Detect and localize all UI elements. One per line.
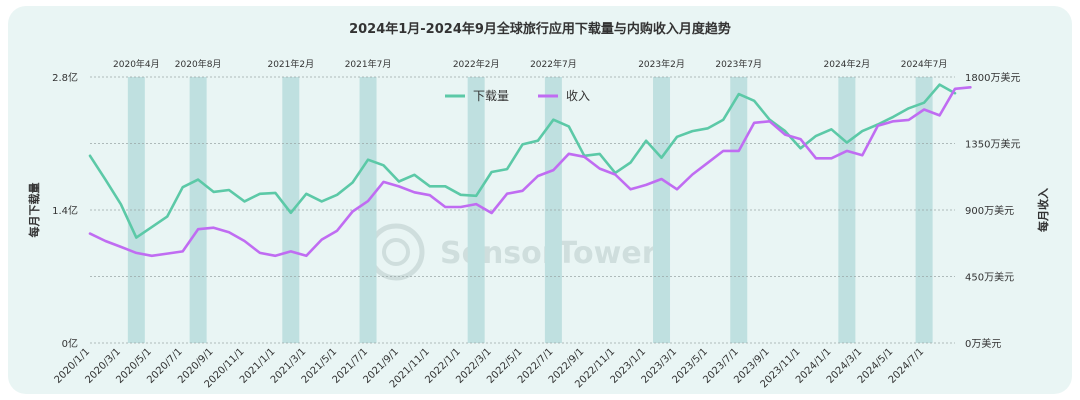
annotation-label: 2023年7月 (715, 58, 762, 70)
highlight-band (653, 77, 671, 343)
annotation-label: 2022年7月 (530, 58, 577, 70)
watermark-logo-icon (367, 223, 425, 281)
chart-card (8, 6, 1072, 394)
annotation-label: 2020年8月 (175, 58, 222, 70)
downloads-series-line (88, 83, 957, 239)
y-tick-label: 2.8亿 (52, 71, 78, 84)
watermark-logo-inner-icon (382, 238, 410, 266)
y2-tick-label: 1350万美元 (965, 138, 1020, 151)
annotation-label: 2021年2月 (267, 58, 314, 70)
y-axis-title: 每月下载量 (27, 183, 41, 238)
y-tick-label: 0亿 (62, 337, 78, 350)
annotation-label: 2022年2月 (453, 58, 500, 70)
highlight-band (127, 77, 145, 343)
y2-tick-label: 900万美元 (965, 204, 1014, 217)
annotation-label: 2024年7月 (901, 58, 948, 70)
highlight-band (544, 77, 562, 343)
annotation-label: 2021年7月 (345, 58, 392, 70)
y2-tick-label: 0万美元 (965, 337, 1001, 350)
y2-tick-label: 1800万美元 (965, 71, 1020, 84)
y-tick-label: 1.4亿 (52, 204, 78, 217)
y2-axis-title: 每月收入 (1036, 188, 1050, 232)
y2-tick-label: 450万美元 (965, 271, 1014, 284)
legend-label: 下载量 (473, 89, 509, 103)
revenue-series-line (88, 86, 972, 258)
legend-label: 收入 (566, 89, 590, 103)
chart-title: 2024年1月-2024年9月全球旅行应用下载量与内购收入月度趋势 (349, 22, 731, 37)
annotation-label: 2024年2月 (824, 58, 871, 70)
annotation-label: 2020年4月 (113, 58, 160, 70)
annotation-label: 2023年2月 (638, 58, 685, 70)
